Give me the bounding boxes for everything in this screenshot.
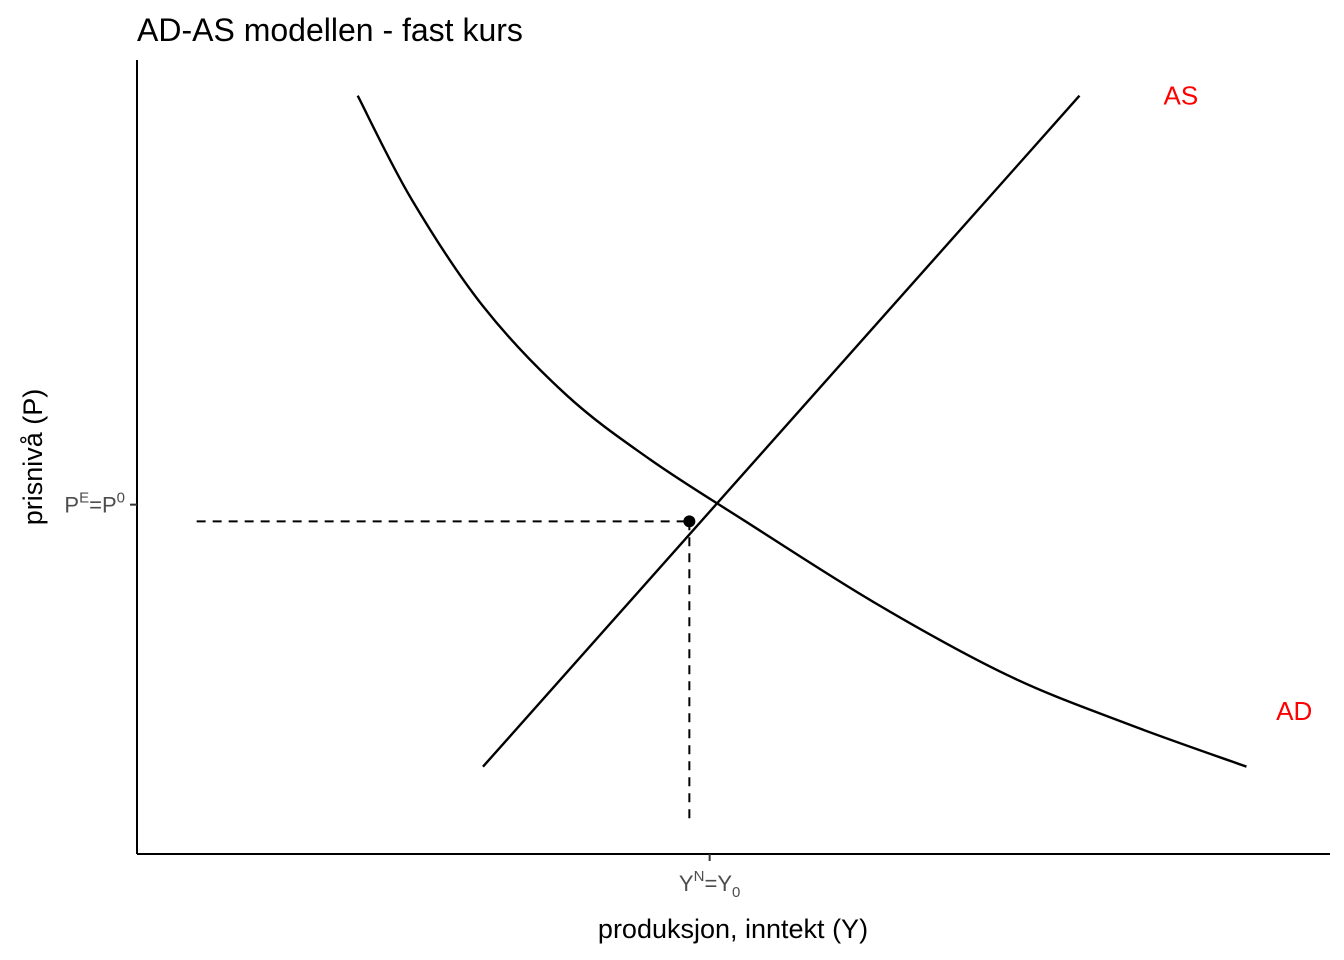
y-tick-label: PE=P0 bbox=[64, 490, 125, 518]
x-tick-label: YN=Y0 bbox=[679, 868, 740, 901]
equilibrium-point bbox=[683, 515, 696, 528]
as-curve-label: AS bbox=[1164, 81, 1199, 111]
series-layer: AD AS bbox=[356, 81, 1312, 768]
x-axis-title: produksjon, inntekt (Y) bbox=[598, 914, 868, 944]
reference-lines bbox=[196, 520, 691, 819]
plot-area: AD AS PE=P0 YN=Y0 bbox=[64, 60, 1330, 901]
as-curve bbox=[482, 94, 1081, 768]
chart-title: AD-AS modellen - fast kurs bbox=[137, 12, 523, 48]
y-axis-title: prisnivå (P) bbox=[18, 389, 48, 526]
ad-curve bbox=[356, 95, 1247, 768]
tick-layer: PE=P0 YN=Y0 bbox=[64, 490, 740, 901]
ad-curve-label: AD bbox=[1276, 696, 1312, 726]
